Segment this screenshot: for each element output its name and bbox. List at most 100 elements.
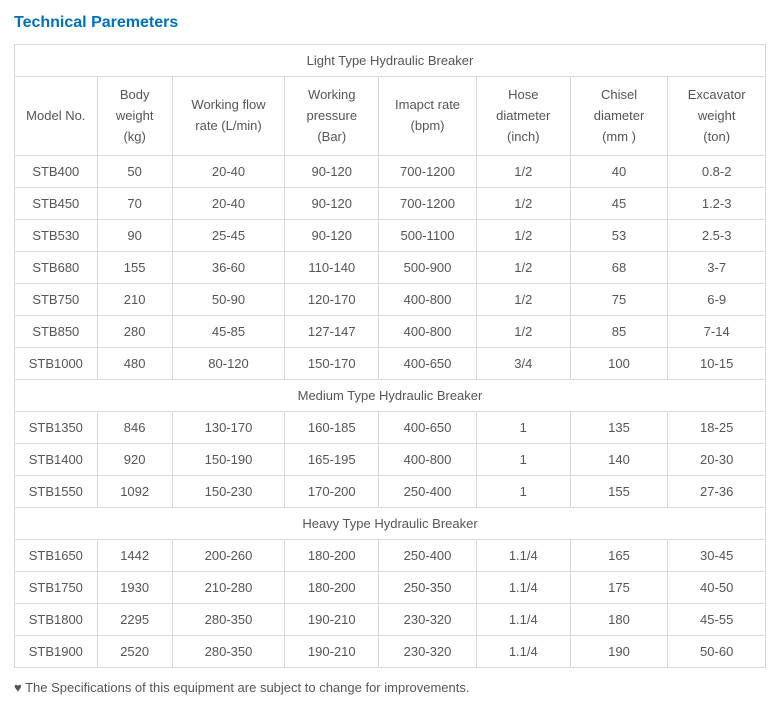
table-cell: 155	[570, 476, 668, 508]
table-cell: STB1900	[15, 636, 98, 668]
group-header: Light Type Hydraulic Breaker	[15, 45, 766, 77]
table-row: STB5309025-4590-120500-11001/2532.5-3	[15, 220, 766, 252]
table-cell: STB750	[15, 284, 98, 316]
table-cell: 18-25	[668, 412, 766, 444]
table-cell: STB1000	[15, 348, 98, 380]
table-cell: 50-60	[668, 636, 766, 668]
table-cell: 500-1100	[379, 220, 477, 252]
group-header: Heavy Type Hydraulic Breaker	[15, 508, 766, 540]
table-cell: 140	[570, 444, 668, 476]
table-cell: 68	[570, 252, 668, 284]
column-header: Chiseldiameter(mm )	[570, 77, 668, 156]
table-cell: 85	[570, 316, 668, 348]
table-cell: STB1400	[15, 444, 98, 476]
column-header: Excavatorweight(ton)	[668, 77, 766, 156]
table-cell: 170-200	[285, 476, 379, 508]
table-cell: 90	[97, 220, 172, 252]
column-header: Model No.	[15, 77, 98, 156]
table-cell: 200-260	[172, 540, 285, 572]
table-cell: 6-9	[668, 284, 766, 316]
table-row: STB85028045-85127-147400-8001/2857-14	[15, 316, 766, 348]
table-cell: 175	[570, 572, 668, 604]
table-cell: 45-55	[668, 604, 766, 636]
table-cell: 400-650	[379, 412, 477, 444]
table-row: STB16501442200-260180-200250-4001.1/4165…	[15, 540, 766, 572]
table-cell: 280	[97, 316, 172, 348]
table-cell: 700-1200	[379, 156, 477, 188]
table-cell: 2295	[97, 604, 172, 636]
table-cell: 480	[97, 348, 172, 380]
table-cell: 50	[97, 156, 172, 188]
table-cell: 1.1/4	[476, 604, 570, 636]
table-cell: STB450	[15, 188, 98, 220]
table-cell: 190-210	[285, 636, 379, 668]
table-cell: STB530	[15, 220, 98, 252]
table-cell: 230-320	[379, 636, 477, 668]
table-cell: 400-800	[379, 444, 477, 476]
footnote-text: ♥ The Specifications of this equipment a…	[14, 680, 766, 695]
table-row: STB100048080-120150-170400-6503/410010-1…	[15, 348, 766, 380]
group-header: Medium Type Hydraulic Breaker	[15, 380, 766, 412]
table-cell: 1.1/4	[476, 572, 570, 604]
table-cell: 2.5-3	[668, 220, 766, 252]
table-cell: 80-120	[172, 348, 285, 380]
table-row: STB4005020-4090-120700-12001/2400.8-2	[15, 156, 766, 188]
table-cell: 400-800	[379, 316, 477, 348]
table-cell: 180-200	[285, 572, 379, 604]
column-header: Working flowrate (L/min)	[172, 77, 285, 156]
table-cell: 160-185	[285, 412, 379, 444]
table-cell: 400-650	[379, 348, 477, 380]
table-cell: 165	[570, 540, 668, 572]
table-cell: 100	[570, 348, 668, 380]
table-cell: STB400	[15, 156, 98, 188]
table-cell: 190-210	[285, 604, 379, 636]
table-cell: 90-120	[285, 188, 379, 220]
table-cell: 3-7	[668, 252, 766, 284]
table-cell: STB680	[15, 252, 98, 284]
table-cell: 1442	[97, 540, 172, 572]
table-cell: 45	[570, 188, 668, 220]
table-cell: 500-900	[379, 252, 477, 284]
table-cell: 20-30	[668, 444, 766, 476]
table-cell: 250-350	[379, 572, 477, 604]
table-cell: 280-350	[172, 636, 285, 668]
table-cell: 40-50	[668, 572, 766, 604]
table-cell: 1/2	[476, 284, 570, 316]
table-cell: 110-140	[285, 252, 379, 284]
table-cell: STB1650	[15, 540, 98, 572]
table-cell: 20-40	[172, 188, 285, 220]
table-cell: 1	[476, 412, 570, 444]
table-cell: 165-195	[285, 444, 379, 476]
table-cell: 180	[570, 604, 668, 636]
table-cell: 1	[476, 476, 570, 508]
table-cell: 1092	[97, 476, 172, 508]
table-cell: STB1750	[15, 572, 98, 604]
table-cell: 1.1/4	[476, 540, 570, 572]
table-cell: 36-60	[172, 252, 285, 284]
table-cell: 127-147	[285, 316, 379, 348]
table-cell: 7-14	[668, 316, 766, 348]
table-cell: 700-1200	[379, 188, 477, 220]
table-cell: 1.1/4	[476, 636, 570, 668]
table-cell: 210-280	[172, 572, 285, 604]
table-row: STB18002295280-350190-210230-3201.1/4180…	[15, 604, 766, 636]
table-cell: 130-170	[172, 412, 285, 444]
table-cell: 210	[97, 284, 172, 316]
table-cell: 10-15	[668, 348, 766, 380]
table-cell: 75	[570, 284, 668, 316]
table-cell: 70	[97, 188, 172, 220]
table-cell: 1930	[97, 572, 172, 604]
table-cell: 250-400	[379, 540, 477, 572]
table-cell: 1/2	[476, 156, 570, 188]
table-cell: 846	[97, 412, 172, 444]
table-row: STB19002520280-350190-210230-3201.1/4190…	[15, 636, 766, 668]
column-header: Hosediatmeter(inch)	[476, 77, 570, 156]
table-cell: 53	[570, 220, 668, 252]
table-cell: 400-800	[379, 284, 477, 316]
table-row: STB4507020-4090-120700-12001/2451.2-3	[15, 188, 766, 220]
table-cell: 230-320	[379, 604, 477, 636]
table-cell: STB1550	[15, 476, 98, 508]
table-cell: 120-170	[285, 284, 379, 316]
table-cell: 150-230	[172, 476, 285, 508]
table-row: STB1350846130-170160-185400-650113518-25	[15, 412, 766, 444]
